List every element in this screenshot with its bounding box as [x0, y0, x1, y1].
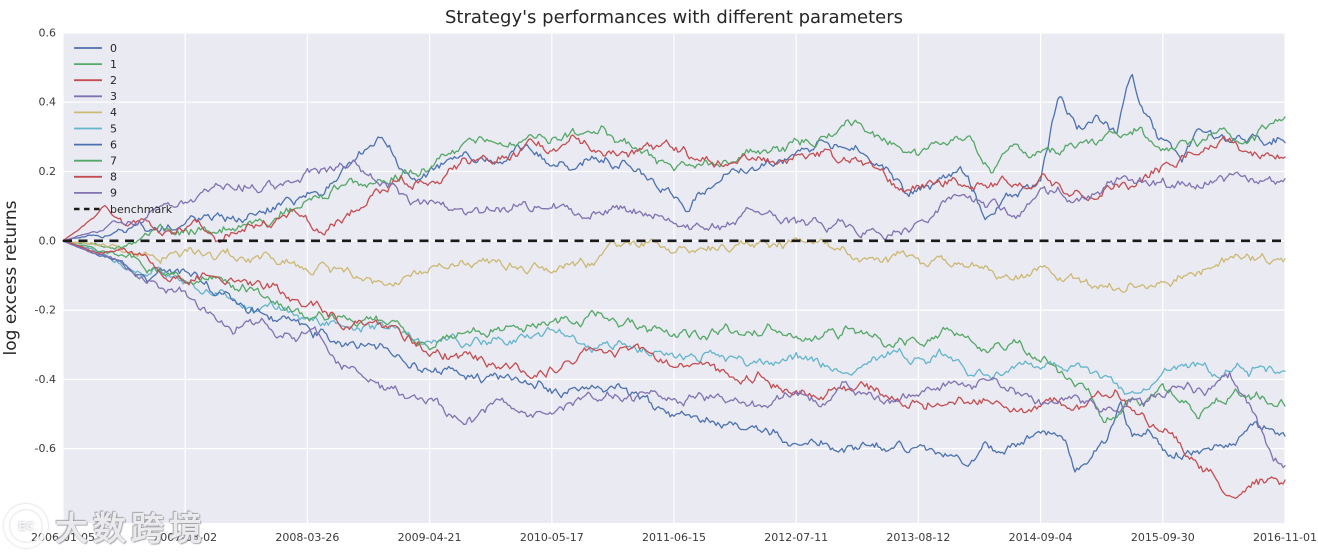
series-line-9	[62, 240, 1286, 469]
legend-entry-7: 7	[74, 155, 117, 168]
gridlines	[62, 32, 1286, 523]
axis-tick-labels: 0.6 0.4 0.2 0.0 -0.2 -0.4 -0.6 2006-01-05 2007-0…	[31, 27, 1317, 545]
y-tick-label: 0.4	[39, 96, 57, 109]
x-tick-label: 2007-03-02	[153, 531, 217, 544]
x-tick-label: 2016-11-01	[1253, 531, 1317, 544]
legend-entry-8: 8	[74, 171, 117, 184]
chart-title: Strategy's performances with different p…	[445, 7, 903, 28]
series-line-6	[62, 240, 1286, 473]
legend-label: 7	[110, 155, 117, 168]
y-tick-label: -0.4	[35, 373, 56, 386]
legend-label: 4	[110, 106, 117, 119]
legend-label: 6	[110, 138, 117, 151]
y-tick-label: -0.6	[35, 442, 56, 455]
x-tick-label: 2010-05-17	[520, 531, 584, 544]
legend-entry-6: 6	[74, 138, 117, 151]
legend-label: 8	[110, 171, 117, 184]
y-tick-label: -0.2	[35, 304, 56, 317]
x-tick-label: 2015-09-30	[1131, 531, 1195, 544]
x-tick-label: 2013-08-12	[886, 531, 950, 544]
legend-label: benchmark	[110, 203, 173, 216]
series-line-4	[62, 237, 1286, 293]
x-tick-label: 2008-03-26	[275, 531, 339, 544]
y-tick-label: 0.0	[39, 234, 57, 247]
legend-entry-4: 4	[74, 106, 117, 119]
series-line-3	[62, 159, 1286, 242]
legend-label: 1	[110, 58, 117, 71]
legend: 0 1 2 3 4 5 6 7 8 9 benchmark	[74, 42, 173, 216]
legend-label: 3	[110, 90, 117, 103]
series-lines	[62, 73, 1286, 499]
legend-label: 5	[110, 122, 117, 135]
x-tick-label: 2014-09-04	[1009, 531, 1073, 544]
y-axis-label: log excess returns	[1, 200, 21, 355]
legend-entry-1: 1	[74, 58, 117, 71]
legend-entry-3: 3	[74, 90, 117, 103]
legend-entry-5: 5	[74, 122, 117, 135]
legend-label: 9	[110, 187, 117, 200]
series-line-2	[62, 134, 1286, 244]
legend-entry-9: 9	[74, 187, 117, 200]
series-line-5	[62, 240, 1286, 395]
legend-entry-2: 2	[74, 74, 117, 87]
y-tick-label: 0.2	[39, 165, 57, 178]
legend-label: 2	[110, 74, 117, 87]
series-line-7	[62, 240, 1286, 424]
legend-entry-0: 0	[74, 42, 117, 55]
x-tick-label: 2011-06-15	[642, 531, 706, 544]
y-tick-label: 0.6	[39, 27, 57, 40]
legend-label: 0	[110, 42, 117, 55]
legend-entry-benchmark: benchmark	[74, 203, 173, 216]
x-tick-label: 2009-04-21	[398, 531, 462, 544]
x-tick-label: 2006-01-05	[31, 531, 95, 544]
series-line-8	[62, 240, 1286, 499]
x-tick-label: 2012-07-11	[764, 531, 828, 544]
series-line-0	[62, 73, 1286, 242]
